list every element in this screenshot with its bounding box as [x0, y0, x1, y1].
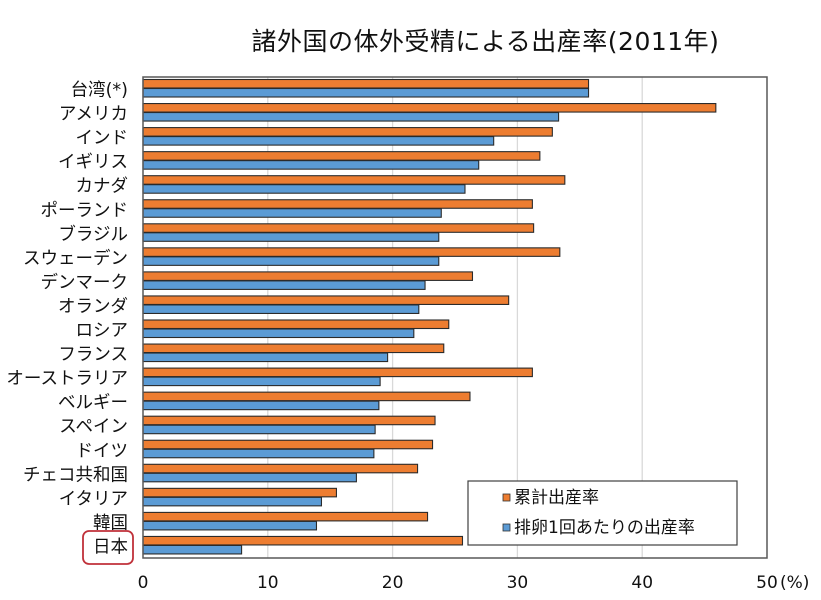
- category-label: ベルギー: [58, 393, 128, 413]
- bar-per-ovulation: [142, 232, 440, 242]
- bar-cumulative: [142, 487, 337, 498]
- bar-cumulative: [142, 343, 445, 354]
- x-unit-label: (%): [780, 573, 809, 593]
- bar-cumulative: [142, 439, 434, 450]
- category-label: ポーランド: [41, 201, 129, 221]
- bar-per-ovulation: [142, 184, 466, 194]
- category-label: デンマーク: [41, 272, 129, 293]
- bar-cumulative: [142, 415, 436, 426]
- plot-frame: [142, 76, 768, 559]
- bar-cumulative: [142, 78, 590, 89]
- x-tick-label: 30: [507, 573, 529, 593]
- category-label: カナダ: [76, 177, 129, 197]
- bar-per-ovulation: [142, 376, 381, 387]
- x-tick-label: 10: [257, 573, 279, 593]
- bar-per-ovulation: [142, 208, 442, 218]
- x-tick-label: 40: [631, 573, 653, 593]
- bar-per-ovulation: [142, 400, 380, 411]
- category-label: ドイツ: [76, 441, 129, 461]
- chart-title: 諸外国の体外受精による出産率(2011年): [251, 27, 720, 56]
- bar-per-ovulation: [142, 352, 389, 363]
- category-label: スペイン: [59, 417, 128, 437]
- bar-per-ovulation: [142, 304, 420, 315]
- category-labels: 台湾(*) アメリカインドイギリスカナダポーランドブラジルスウェーデンデンマークオ…: [6, 81, 128, 558]
- category-label: イギリス: [58, 153, 128, 173]
- legend-label: 累計出産率: [514, 488, 599, 508]
- legend-box: [467, 480, 738, 546]
- bar-cumulative: [142, 103, 717, 113]
- category-label: チェコ共和国: [23, 465, 128, 485]
- bar-per-ovulation: [142, 87, 590, 98]
- category-label: インド: [76, 129, 129, 149]
- bar-per-ovulation: [142, 448, 375, 459]
- legend-swatch: [502, 523, 511, 532]
- category-label: イタリア: [59, 489, 128, 509]
- bar-cumulative: [142, 247, 561, 257]
- category-label: ブラジル: [58, 224, 128, 245]
- bar-per-ovulation: [142, 544, 243, 555]
- category-label: アメリカ: [59, 105, 128, 125]
- bar-per-ovulation: [142, 256, 440, 266]
- bar-per-ovulation: [142, 472, 357, 483]
- bar-cumulative: [142, 127, 553, 137]
- x-tick-label: 0: [138, 573, 149, 593]
- bar-cumulative: [142, 151, 541, 161]
- bar-cumulative: [142, 535, 464, 546]
- category-label: オランダ: [58, 297, 128, 317]
- category-label: 日本: [93, 537, 128, 557]
- category-label: フランス: [58, 345, 128, 365]
- bar-cumulative: [142, 463, 419, 474]
- bar-per-ovulation: [142, 112, 560, 122]
- bar-cumulative: [142, 199, 533, 209]
- x-tick-label: 50: [756, 573, 778, 593]
- legend-swatch: [502, 493, 511, 502]
- bar-per-ovulation: [142, 496, 323, 507]
- bar-cumulative: [142, 175, 566, 185]
- legend-label: 排卵1回あたりの出産率: [514, 518, 695, 538]
- bar-per-ovulation: [142, 520, 318, 531]
- highlight-box: [82, 530, 134, 565]
- bar-cumulative: [142, 511, 429, 522]
- bar-per-ovulation: [142, 136, 495, 146]
- category-label: 台湾(*): [71, 81, 128, 101]
- x-tick-labels: 0 10 20 30 40 50 (%): [138, 573, 810, 593]
- category-label: ロシア: [76, 321, 129, 341]
- bar-cumulative: [142, 367, 533, 378]
- bar-cumulative: [142, 271, 474, 281]
- x-tick-label: 20: [382, 573, 404, 593]
- bar-cumulative: [142, 295, 510, 306]
- category-label: オーストラリア: [6, 369, 128, 389]
- bar-cumulative: [142, 391, 471, 402]
- bar-per-ovulation: [142, 424, 376, 435]
- bar-cumulative: [142, 223, 535, 233]
- category-label: スウェーデン: [23, 248, 128, 269]
- bar-per-ovulation: [142, 280, 426, 290]
- bar-per-ovulation: [142, 160, 480, 170]
- bar-per-ovulation: [142, 328, 415, 339]
- category-label: 韓国: [93, 513, 128, 533]
- bar-cumulative: [142, 319, 450, 330]
